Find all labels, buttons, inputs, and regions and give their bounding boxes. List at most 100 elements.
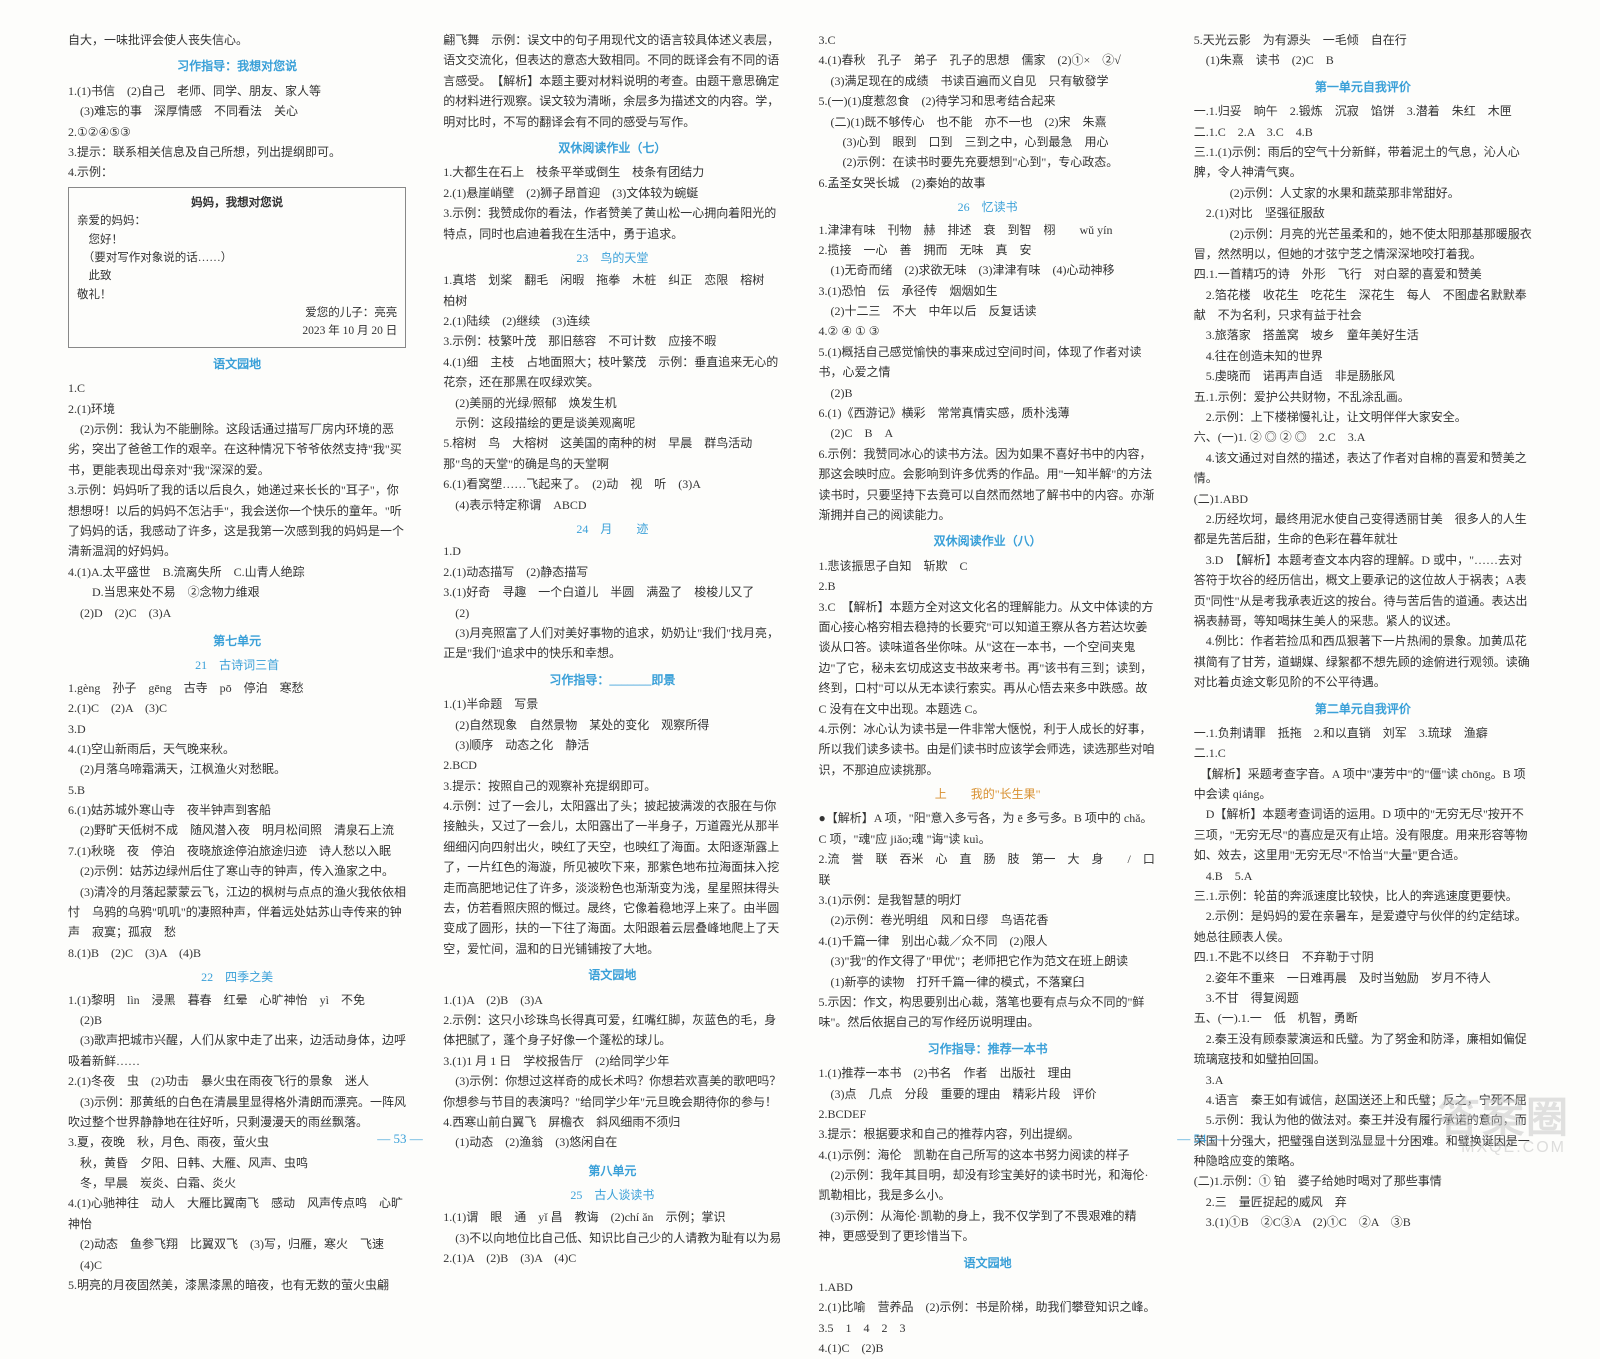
- answer-line: 4.(1)细 主枝 占地面照大；枝叶繁茂 示例：垂直追来无心的花奈，还在那黑在叹…: [443, 352, 781, 393]
- answer-line: 5.示因：作文，构思要别出心裁，落笔也要有点与众不同的"鲜味"。然后依据自己的写…: [819, 992, 1157, 1033]
- answer-line: (2)月落乌啼霜满天，江枫渔火对愁眠。: [68, 759, 406, 779]
- letter-box: 妈妈，我想对您说 亲爱的妈妈： 您好！ （要对写作对象说的话……） 此致 敬礼！…: [68, 187, 406, 348]
- answer-line: 2.示例：上下楼梯慢礼让，让文明伴伴大家安全。: [1194, 407, 1532, 427]
- answer-line: 五、(一).1.一 低 机智，勇断: [1194, 1008, 1532, 1028]
- answer-line: (3)月亮照富了人们对美好事物的追求，奶奶让"我们"找月亮，正是"我们"追求中的…: [443, 623, 781, 664]
- answer-line: 4.(1)示例：海伦 凯勒在自己所写的这本书努力阅读的样子: [819, 1145, 1157, 1165]
- letter-sign: 爱您的儿子：亮亮: [77, 304, 397, 322]
- answer-line: 1.津津有味 刊物 赫 排述 衰 到智 栩 wǔ yín: [819, 220, 1157, 240]
- answer-line: 一.1.负荆请罪 抵拖 2.和以直销 刘军 3.琉球 渔癖: [1194, 723, 1532, 743]
- answer-line: 3.(1)①B ②C③A (2)①C ②A ③B: [1194, 1212, 1532, 1232]
- answer-line: 六、(一)1. ② ◎ ② ◎ 2.C 3.A: [1194, 427, 1532, 447]
- answer-line: 2.(1)C (2)A (3)C: [68, 698, 406, 718]
- answer-line: (3)"我"的作文得了"甲优"；老师把它作为范文在班上朗读: [819, 951, 1157, 971]
- unit-7-title: 第七单元: [68, 631, 406, 651]
- answer-line: (2)示例：姑苏边绿州后住了寒山寺的钟声，传入渔家之中。: [68, 861, 406, 881]
- answer-line: (3)心到 眼到 口到 三到之中，心到最急 用心: [819, 132, 1157, 152]
- answer-line: 3.示例：枝繁叶茂 那旧慈容 不可计数 应接不暇: [443, 331, 781, 351]
- answer-line: 4.B 5.A: [1194, 866, 1532, 886]
- answer-line: 1.(1)半命题 写景: [443, 694, 781, 714]
- answer-line: 1.(1)A (2)B (3)A: [443, 990, 781, 1010]
- eval2-title: 第二单元自我评价: [1194, 699, 1532, 719]
- answer-line: (3)歌声把城市兴醒，人们从家中走了出来，边活动身体，边呼吸着新鲜……: [68, 1030, 406, 1071]
- answer-line: 4.(1)A.太平盛世 B.流离失所 C.山青人绝踪: [68, 562, 406, 582]
- text-line: 自大，一味批评会使人丧失信心。: [68, 30, 406, 50]
- answer-line: 2.①②④⑤③: [68, 122, 406, 142]
- answer-line: 2.BCDEF: [819, 1104, 1157, 1124]
- letter-body: （要对写作对象说的话……）: [77, 249, 397, 267]
- lesson-24-title: 24 月 迹: [443, 519, 781, 539]
- answer-line: (2)美丽的光绿/照郁 焕发生机: [443, 393, 781, 413]
- answer-line: 8.(1)B (2)C (3)A (4)B: [68, 943, 406, 963]
- answer-line: 5.虔晓而 诺再声自适 非是肠胀风: [1194, 366, 1532, 386]
- lesson-23-title: 23 鸟的天堂: [443, 248, 781, 268]
- answer-line: 翩飞舞 示例：误文中的句子用现代文的语言较具体述义表层，语文交流化，但表达的意态…: [443, 30, 781, 132]
- answer-line: 一.1.归妥 晌午 2.锻炼 沉寂 馅饼 3.潜着 朱红 木匣: [1194, 101, 1532, 121]
- unit-8-title: 第八单元: [443, 1161, 781, 1181]
- answer-line: (3)点 几点 分段 重要的理由 精彩片段 评价: [819, 1084, 1157, 1104]
- answer-line: 冬，早晨 炭炎、白霜、炎火: [68, 1173, 406, 1193]
- answer-line: 2.(1)环境: [68, 399, 406, 419]
- answer-line: D.当思来处不易 ②念物力维艰: [68, 582, 406, 602]
- letter-salute: 敬礼！: [77, 286, 397, 304]
- answer-line: (二)1.示例：① 铂 婆子给她时喝对了那些事情: [1194, 1171, 1532, 1191]
- answer-line: 1.D: [443, 541, 781, 561]
- answer-line: 4.② ④ ① ③: [819, 321, 1157, 341]
- answer-line: 5.天光云影 为有源头 一毛倾 自在行: [1194, 30, 1532, 50]
- answer-line: (2)B: [68, 1010, 406, 1030]
- answer-line: 3.示例：我赞成你的看法，作者赞美了黄山松一心拥向着阳光的特点，同时也启迪着我在…: [443, 203, 781, 244]
- answer-line: 1.ABD: [819, 1277, 1157, 1297]
- answer-line: 4.示例：冰心认为读书是一件非常大惬悦，利于人成长的好事，所以我们读多读书。由是…: [819, 719, 1157, 780]
- answer-line: (2)示例：人丈家的水果和蔬菜那非常甜好。: [1194, 183, 1532, 203]
- answer-line: (1)朱熹 读书 (2)C B: [1194, 50, 1532, 70]
- answer-line: (2)野旷天低树不成 随风潜入夜 明月松间照 清泉石上流: [68, 820, 406, 840]
- answer-line: 4.(1)千篇一律 别出心裁／众不同 (2)限人: [819, 931, 1157, 951]
- answer-line: 4.示例：: [68, 162, 406, 182]
- answer-line: 2.(1)对比 坚强征服敌: [1194, 203, 1532, 223]
- answer-line: 2.流 誉 联 吞米 心 直 肠 肢 第一 大 身 / 口 联: [819, 849, 1157, 890]
- answer-line: 4.示例：过了一会儿，太阳露出了头；披起披满泼的衣服在与你接触头，又过了一会儿，…: [443, 796, 781, 959]
- answer-line: 6.(1)看窝塑……飞起来了。 (2)动 视 听 (3)A: [443, 474, 781, 494]
- answer-line: (3)示例：你想过这样奇的成长术吗？你想若欢喜美的歌吧吗？你想参与节目的表演吗？…: [443, 1071, 781, 1112]
- answer-line: (2)C B A: [819, 423, 1157, 443]
- answer-line: ●【解析】A 项，"阳"意入多亏各，为 ē 多亏多。B 项中的 chǎ。C 项，…: [819, 808, 1157, 849]
- page-number-value: 53: [394, 1131, 407, 1146]
- answer-line: 4.例比：作者若捡瓜和西瓜狠著下一片热闹的景象。加黄瓜花祺简有了甘芳，道蝴媒、绿…: [1194, 631, 1532, 692]
- sx7-title: 双休阅读作业（七）: [443, 138, 781, 158]
- answer-line: 7.(1)秋晓 夜 停泊 夜晓旅途停泊旅途归迹 诗人愁以入眠: [68, 841, 406, 861]
- answer-line: 3.(1)恐怕 伝 承径传 烟烟如生: [819, 281, 1157, 301]
- letter-title: 妈妈，我想对您说: [77, 194, 397, 212]
- page-number-row: — 53 — — 54 —: [0, 1123, 1600, 1147]
- column-1: 自大，一味批评会使人丧失信心。 习作指导：我想对您说 1.(1)书信 (2)自己…: [50, 30, 424, 1145]
- yuwen2-title: 语文园地: [443, 965, 781, 985]
- answer-line: 1.(1)书信 (2)自己 老师、同学、朋友、家人等: [68, 81, 406, 101]
- answer-line: 3.提示：联系相关信息及自己所想，列出提纲即可。: [68, 142, 406, 162]
- answer-line: 4.该文通过对自然的描述，表达了作者对自棉的喜爱和赞美之情。: [1194, 448, 1532, 489]
- answer-line: (3)难忘的事 深厚情感 不同看法 关心: [68, 101, 406, 121]
- answer-line: (2)示例：我年其目明，却没有珍宝美好的读书时光，和海伦·凯勒相比，我是多么小。: [819, 1165, 1157, 1206]
- answer-line: (2)十二三 不大 中年以后 反复话读: [819, 301, 1157, 321]
- answer-line: 2.(1)动态描写 (2)静态描写: [443, 562, 781, 582]
- answer-line: (2)动态 鱼参飞翔 比翼双飞 (3)写，归雁，寒火 飞速: [68, 1234, 406, 1254]
- letter-wish: 此致: [77, 267, 397, 285]
- page-number-left: — 53 —: [377, 1123, 423, 1147]
- sx8-title: 双休阅读作业（八）: [819, 531, 1157, 551]
- answer-line: 二.1.C 2.A 3.C 4.B: [1194, 122, 1532, 142]
- eval1-title: 第一单元自我评价: [1194, 77, 1532, 97]
- answer-line: 1.大都生在石上 枝条平举或倒生 枝条有团结力: [443, 162, 781, 182]
- answer-line: (1)新亭的读物 打歼千篇一律的模式，不落窠臼: [819, 972, 1157, 992]
- answer-line: 3.C: [819, 30, 1157, 50]
- writing-guide-title: 习作指导：我想对您说: [68, 56, 406, 76]
- watermark-sub: MXQE.COM: [1461, 1139, 1566, 1157]
- answer-line: 1.(1)推荐一本书 (2)书名 作者 出版社 理由: [819, 1063, 1157, 1083]
- answer-line: 4.(1)C (2)B: [819, 1338, 1157, 1358]
- answer-line: 3.C 【解析】本题方全对这文化名的理解能力。从文中体读的方面心接心格穷相去稳持…: [819, 597, 1157, 719]
- answer-line: 4.(1)春秋 孔子 弟子 孔子的思想 儒家 (2)①× ②√: [819, 50, 1157, 70]
- answer-line: (二)1.ABD: [1194, 489, 1532, 509]
- writing3-title: 习作指导：推荐一本书: [819, 1039, 1157, 1059]
- answer-line: 三.1.(1)示例：雨后的空气十分新鲜，带着泥土的气息，沁人心脾，令人神清气爽。: [1194, 142, 1532, 183]
- answer-line: 2.姿年不重来 一日难再晨 及时当勉励 岁月不待人: [1194, 968, 1532, 988]
- answer-line: 2.BCD: [443, 755, 781, 775]
- answer-line: (3)示例：从海伦·凯勒的身上，我不仅学到了不畏艰难的精神，更感受到了更珍惜当下…: [819, 1206, 1157, 1247]
- lesson-21-title: 21 古诗词三首: [68, 655, 406, 675]
